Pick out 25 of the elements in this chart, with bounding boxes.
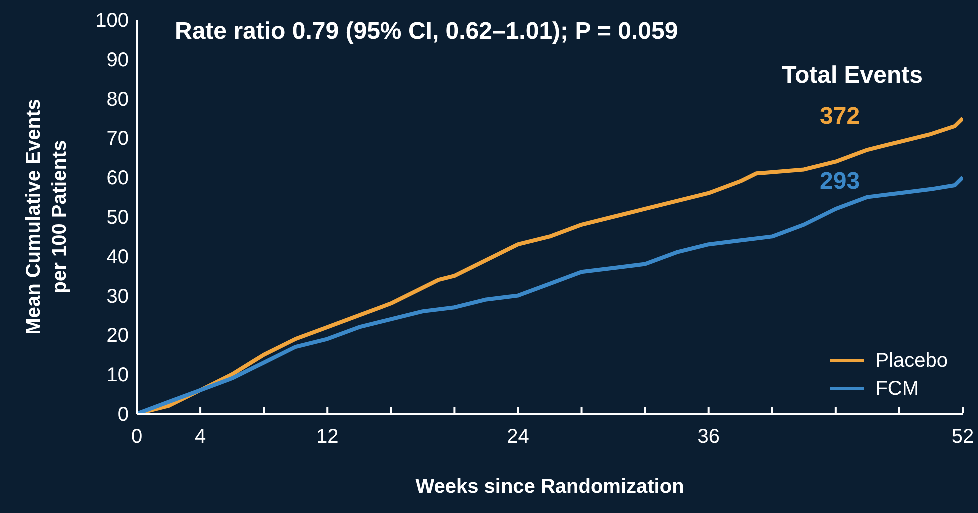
- y-tick-label: 40: [106, 246, 129, 268]
- x-tick-label: 52: [952, 426, 974, 448]
- y-tick-label: 30: [106, 286, 129, 308]
- x-tick-label: 12: [316, 426, 339, 448]
- legend-label: Placebo: [876, 350, 948, 372]
- y-tick-label: 10: [106, 364, 129, 387]
- annotation: 372: [820, 103, 860, 131]
- annotation: 293: [820, 168, 860, 196]
- x-tick-label: 24: [507, 426, 530, 448]
- y-tick-label: 70: [106, 128, 129, 150]
- x-axis-title: Weeks since Randomization: [416, 476, 684, 498]
- y-tick-label: 0: [118, 404, 129, 426]
- legend-label: FCM: [876, 378, 920, 400]
- x-tick-label: 36: [698, 426, 720, 448]
- x-tick-label: 4: [194, 426, 206, 448]
- y-tick-label: 60: [106, 168, 129, 190]
- y-axis-title: Mean Cumulative Events per 100 Patients: [23, 99, 71, 335]
- chart-title: Rate ratio 0.79 (95% CI, 0.62–1.01); P = 0.059: [175, 18, 678, 46]
- y-tick-label: 90: [106, 49, 129, 72]
- x-tick-label: 0: [131, 426, 143, 448]
- y-tick-label: 80: [106, 88, 129, 111]
- annotation: Total Events: [782, 62, 923, 90]
- y-tick-label: 50: [106, 207, 129, 229]
- y-tick-label: 100: [96, 10, 129, 32]
- y-tick-label: 20: [106, 325, 129, 348]
